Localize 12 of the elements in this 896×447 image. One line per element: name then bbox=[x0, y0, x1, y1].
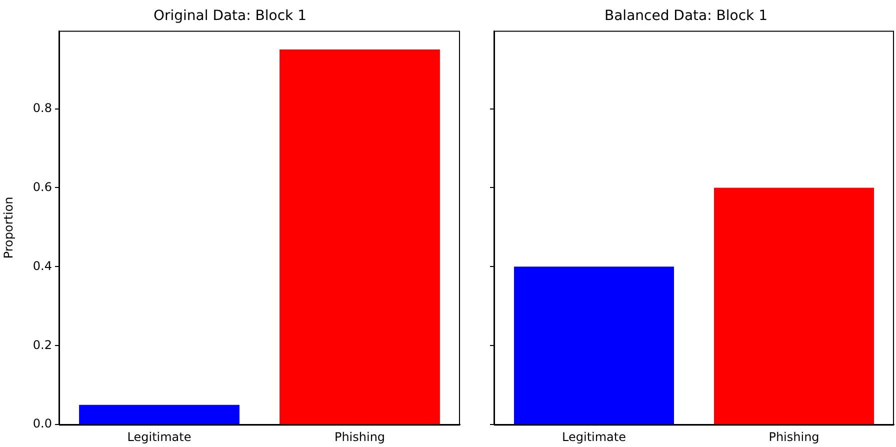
chart-title: Original Data: Block 1 bbox=[153, 8, 307, 24]
y-tick-label: 0.4 bbox=[32, 258, 52, 273]
chart-title: Balanced Data: Block 1 bbox=[604, 8, 768, 24]
x-tick-label: Phishing bbox=[334, 430, 386, 444]
y-tick-label: 0.8 bbox=[32, 100, 52, 115]
y-tick-label: 0.2 bbox=[32, 338, 52, 352]
x-tick-label: Legitimate bbox=[127, 430, 192, 444]
y-axis-title: Proportion bbox=[1, 196, 16, 259]
x-tick-label: Phishing bbox=[768, 430, 820, 444]
x-tick-label: Legitimate bbox=[562, 430, 626, 444]
y-tick-label: 0.0 bbox=[32, 416, 52, 431]
y-tick-label: 0.6 bbox=[32, 180, 52, 194]
